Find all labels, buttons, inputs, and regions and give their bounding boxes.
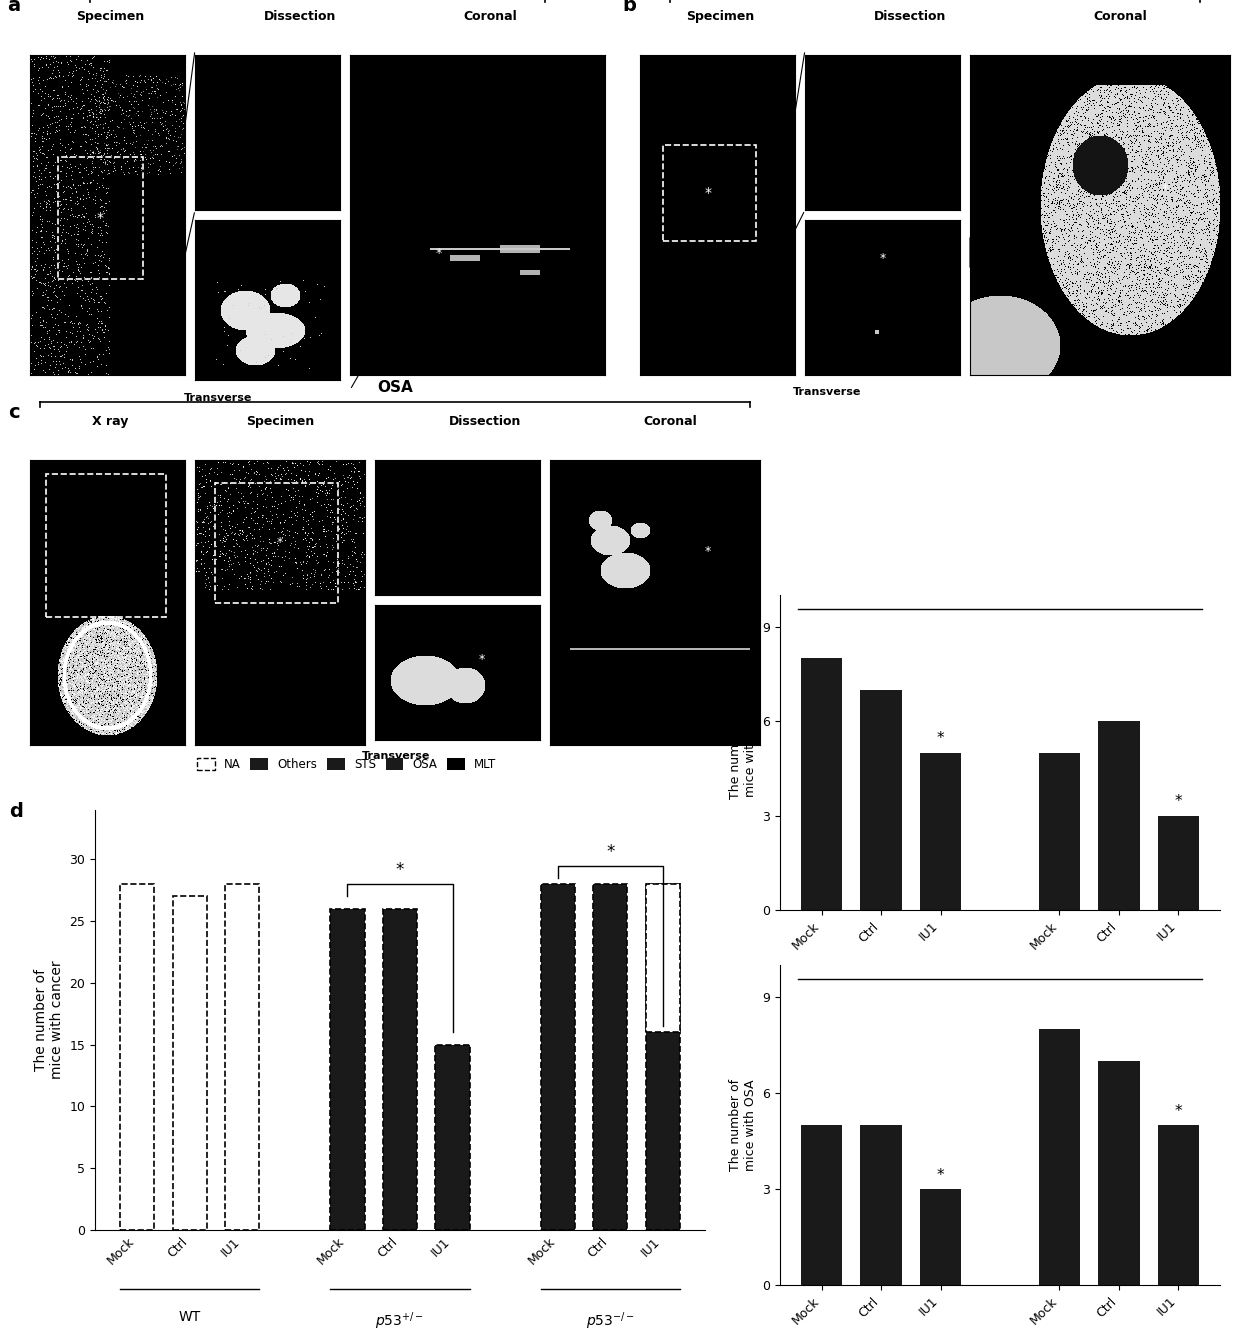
- Bar: [593, 884, 627, 1230]
- Y-axis label: The number of
mice with cancer: The number of mice with cancer: [33, 961, 63, 1079]
- Text: *: *: [436, 247, 443, 259]
- Bar: [330, 909, 365, 1230]
- Text: e: e: [683, 563, 697, 583]
- Bar: [46, 475, 166, 616]
- Bar: [646, 1032, 680, 1230]
- Bar: [861, 1124, 901, 1285]
- Bar: [58, 158, 143, 279]
- Text: Dissection: Dissection: [264, 9, 336, 23]
- Text: *: *: [81, 533, 87, 547]
- Text: *: *: [879, 253, 885, 265]
- Text: Coronal: Coronal: [644, 414, 697, 428]
- Text: *: *: [704, 544, 711, 558]
- Text: WT: WT: [179, 1310, 201, 1324]
- Text: *: *: [936, 731, 945, 746]
- Text: Dissection: Dissection: [874, 9, 946, 23]
- Bar: [172, 897, 207, 1230]
- Text: OSA: OSA: [377, 380, 413, 394]
- Y-axis label: The number of
mice with MLT: The number of mice with MLT: [729, 706, 756, 798]
- Bar: [541, 884, 575, 1230]
- Bar: [663, 144, 756, 241]
- Text: *: *: [1174, 1103, 1182, 1119]
- Text: X ray: X ray: [92, 414, 128, 428]
- Bar: [541, 884, 575, 1230]
- Bar: [801, 1124, 842, 1285]
- Text: c: c: [9, 402, 20, 422]
- Text: Specimen: Specimen: [246, 414, 314, 428]
- Bar: [801, 658, 842, 910]
- Text: *: *: [277, 536, 283, 550]
- Y-axis label: The number of
mice with OSA: The number of mice with OSA: [729, 1079, 756, 1171]
- Text: d: d: [10, 802, 24, 821]
- Text: *: *: [936, 1167, 945, 1183]
- Text: *: *: [1174, 794, 1182, 809]
- Text: Transverse: Transverse: [362, 751, 430, 761]
- Bar: [920, 1189, 961, 1285]
- Text: Coronal: Coronal: [1094, 9, 1147, 23]
- Bar: [330, 909, 365, 1230]
- Text: $p53^{+/-}$: $p53^{+/-}$: [376, 1310, 424, 1332]
- Bar: [226, 884, 259, 1230]
- Legend: NA, Others, STS, OSA, MLT: NA, Others, STS, OSA, MLT: [192, 753, 501, 775]
- Text: *: *: [396, 861, 404, 880]
- Text: $p53^{-/-}$: $p53^{-/-}$: [585, 1310, 635, 1332]
- Text: Specimen: Specimen: [686, 9, 754, 23]
- Bar: [646, 884, 680, 1032]
- Text: Specimen: Specimen: [76, 9, 144, 23]
- Bar: [435, 1044, 470, 1230]
- Text: *: *: [97, 211, 103, 225]
- Text: Dissection: Dissection: [449, 414, 521, 428]
- Text: Coronal: Coronal: [463, 9, 517, 23]
- Text: *: *: [479, 652, 485, 666]
- Bar: [435, 1044, 470, 1230]
- Bar: [1039, 753, 1080, 910]
- Bar: [593, 884, 627, 1230]
- Bar: [861, 690, 901, 910]
- Bar: [383, 909, 417, 1230]
- Text: a: a: [7, 0, 20, 15]
- Bar: [120, 884, 154, 1230]
- Text: b: b: [622, 0, 636, 15]
- Bar: [1099, 1062, 1140, 1285]
- Bar: [1039, 1029, 1080, 1285]
- Text: *: *: [1162, 182, 1168, 197]
- Bar: [383, 909, 417, 1230]
- Text: Transverse: Transverse: [792, 388, 861, 397]
- Bar: [1158, 1124, 1199, 1285]
- Bar: [1099, 721, 1140, 910]
- Bar: [1158, 816, 1199, 910]
- Bar: [920, 753, 961, 910]
- Bar: [216, 483, 337, 603]
- Text: *: *: [606, 842, 615, 861]
- Text: Transverse: Transverse: [184, 393, 252, 402]
- Bar: [646, 884, 680, 1032]
- Bar: [646, 884, 680, 1230]
- Text: *: *: [704, 186, 712, 199]
